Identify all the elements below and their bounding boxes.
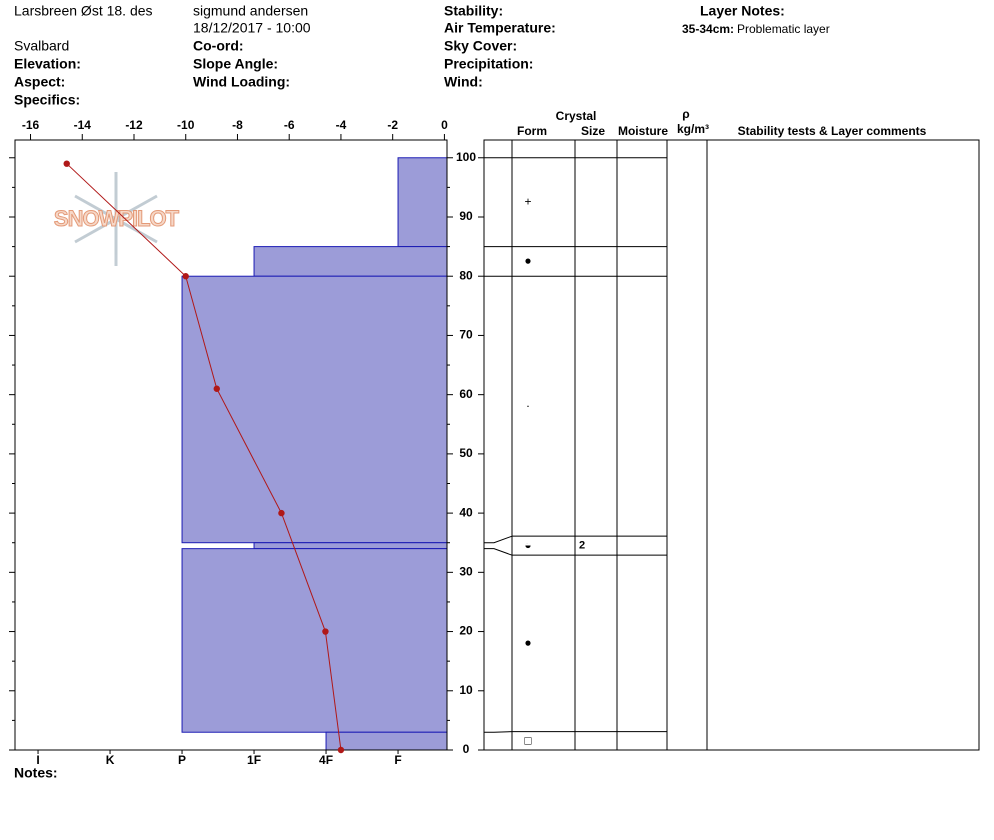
coord-label: Co-ord: <box>193 38 244 54</box>
y-tick-label: 0 <box>463 742 470 756</box>
y-tick-label: 30 <box>459 565 473 579</box>
hardness-tick-label: I <box>36 753 39 767</box>
x-tick-label: -8 <box>232 118 243 132</box>
sky-cover-label: Sky Cover: <box>444 38 517 54</box>
temperature-line <box>66 163 342 751</box>
crystal-form: ● <box>524 636 531 650</box>
precipitation-label: Precipitation: <box>444 56 533 72</box>
hardness-tick-label: 4F <box>319 753 333 767</box>
hardness-bar <box>181 548 448 733</box>
temperature-point <box>322 628 329 635</box>
y-tick-label: 10 <box>459 683 473 697</box>
x-tick-label: -10 <box>177 118 195 132</box>
temperature-point <box>63 160 70 167</box>
wind-label: Wind: <box>444 74 483 90</box>
x-tick-label: -12 <box>125 118 143 132</box>
temperature-point <box>182 273 189 280</box>
hardness-bar <box>397 157 448 248</box>
column-header: Moisture <box>618 124 668 138</box>
observer: sigmund andersen <box>193 3 308 19</box>
hardness-bar <box>253 246 448 277</box>
column-header: Crystal <box>556 109 597 123</box>
y-tick-label: 40 <box>459 505 473 519</box>
y-tick-label: 60 <box>459 387 473 401</box>
crystal-form: · <box>526 398 530 412</box>
logo-flake <box>74 194 158 244</box>
temperature-point <box>337 746 345 754</box>
table-frame <box>483 139 980 751</box>
y-tick-label: 70 <box>459 328 473 342</box>
specifics-label: Specifics: <box>14 92 80 108</box>
hardness-bar <box>253 542 448 550</box>
x-tick-label: -4 <box>336 118 347 132</box>
layer-connector <box>484 535 513 544</box>
hardness-tick-label: F <box>394 753 401 767</box>
region: Svalbard <box>14 38 69 54</box>
crystal-form: □ <box>524 733 531 747</box>
air-temperature-label: Air Temperature: <box>444 20 556 36</box>
column-header: ρ <box>682 107 689 121</box>
layer-note-text: Problematic layer <box>737 22 830 36</box>
layer-notes-title: Layer Notes: <box>700 3 785 19</box>
layer-connector <box>484 731 513 733</box>
wind-loading-label: Wind Loading: <box>193 74 290 90</box>
column-header: Stability tests & Layer comments <box>738 124 927 138</box>
notes-label: Notes: <box>14 765 58 781</box>
x-tick-label: -2 <box>387 118 398 132</box>
y-tick-label: 100 <box>456 150 476 164</box>
location: Larsbreen Øst 18. des <box>14 3 153 19</box>
aspect-label: Aspect: <box>14 74 65 90</box>
x-tick-label: -16 <box>22 118 40 132</box>
slope-angle-label: Slope Angle: <box>193 56 278 72</box>
crystal-form: + <box>524 194 531 208</box>
hardness-bar <box>181 275 448 544</box>
column-header: kg/m³ <box>677 122 709 136</box>
x-tick-label: -6 <box>284 118 295 132</box>
temperature-point <box>213 385 220 392</box>
hardness-tick-label: P <box>178 753 186 767</box>
crystal-form: ◒ <box>524 538 531 552</box>
layer-note-range: 35-34cm: <box>682 22 734 36</box>
stability-label: Stability: <box>444 3 503 19</box>
hardness-tick-label: K <box>106 753 115 767</box>
hardness-tick-label: 1F <box>247 753 261 767</box>
crystal-size: 2 <box>579 540 585 552</box>
logo <box>74 172 158 266</box>
y-tick-label: 20 <box>459 624 473 638</box>
y-tick-label: 50 <box>459 446 473 460</box>
hardness-bar <box>325 731 448 751</box>
crystal-form: ● <box>524 254 531 268</box>
plot-frame <box>14 139 448 751</box>
temperature-point <box>278 509 285 517</box>
datetime: 18/12/2017 - 10:00 <box>193 20 311 36</box>
elevation-label: Elevation: <box>14 56 81 72</box>
column-header: Form <box>517 124 547 138</box>
x-tick-label: 0 <box>441 118 448 132</box>
x-tick-label: -14 <box>74 118 92 132</box>
y-tick-label: 80 <box>459 268 473 282</box>
column-header: Size <box>581 124 605 138</box>
y-tick-label: 90 <box>459 209 473 223</box>
layer-connector <box>484 548 513 556</box>
logo-text: SNOWPILOT <box>54 206 180 231</box>
